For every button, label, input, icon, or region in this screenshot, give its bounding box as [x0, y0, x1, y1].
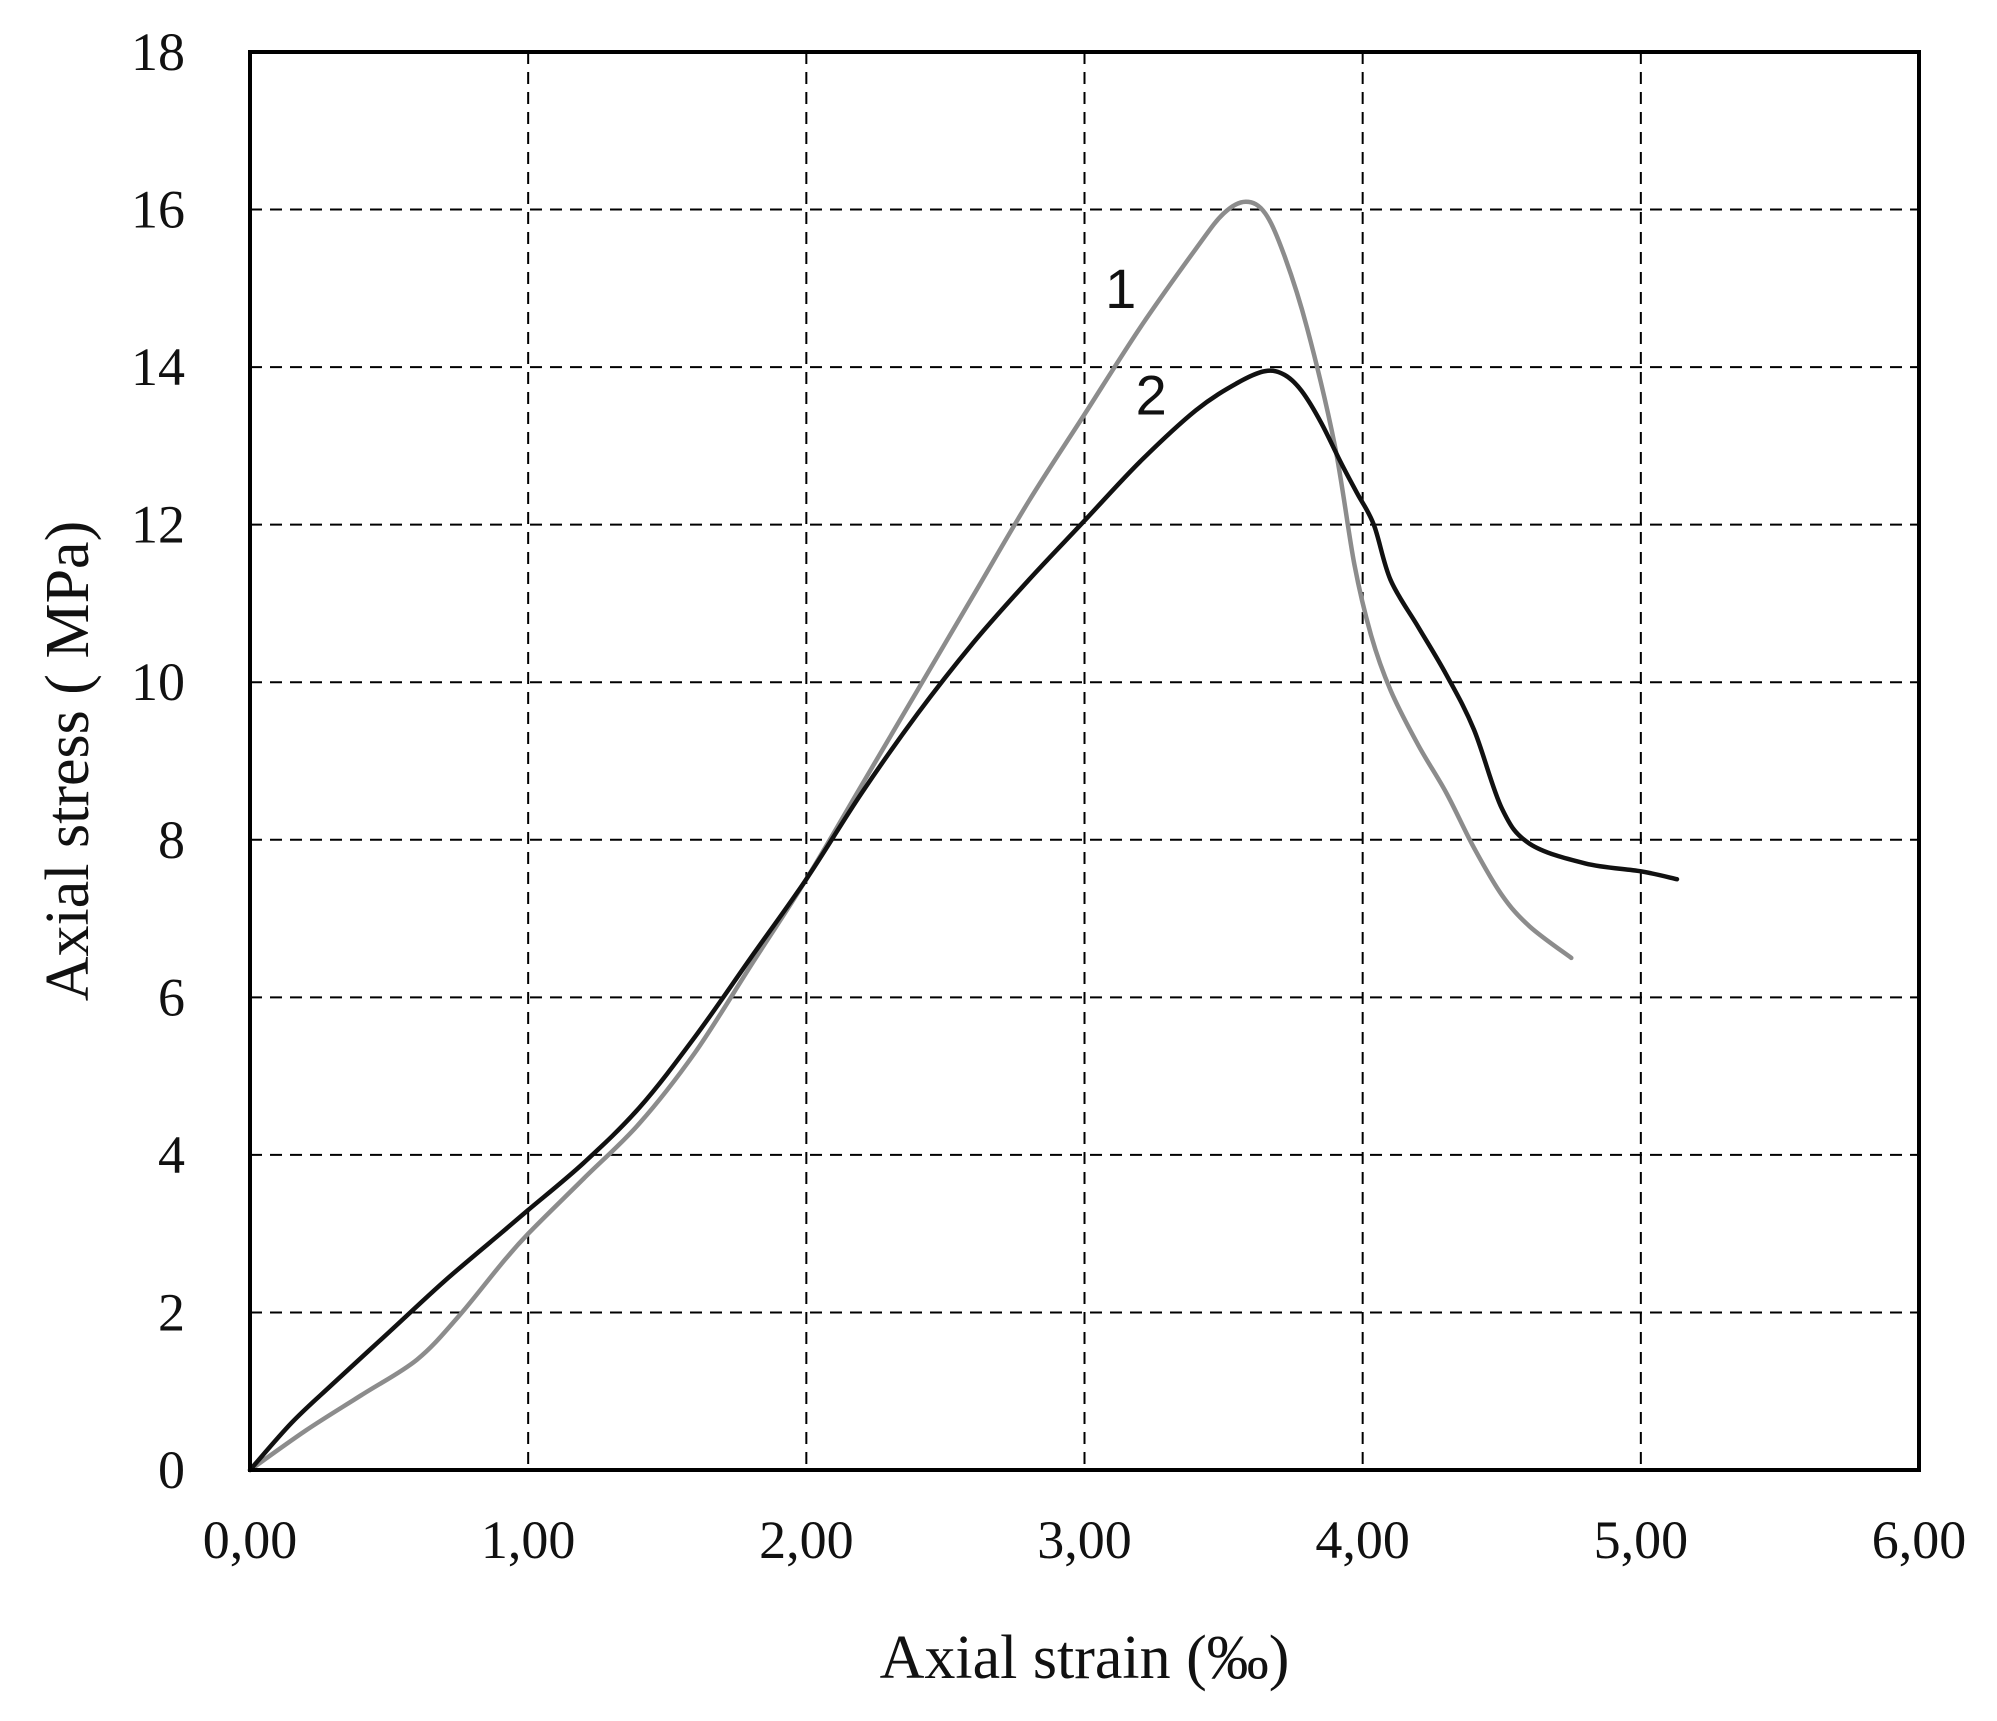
grid-lines — [250, 52, 1919, 1470]
y-axis-title: Axial stress ( MPa) — [34, 521, 102, 1001]
y-tick-label: 6 — [158, 967, 185, 1027]
x-tick-label: 4,00 — [1315, 1510, 1410, 1570]
y-tick-label: 16 — [131, 180, 185, 240]
y-tick-label: 18 — [131, 22, 185, 82]
series-labels: 12 — [1105, 257, 1167, 426]
x-tick-label: 1,00 — [481, 1510, 576, 1570]
x-tick-label: 0,00 — [203, 1510, 298, 1570]
y-tick-label: 0 — [158, 1440, 185, 1500]
series-lines — [247, 199, 1680, 1473]
y-tick-label: 12 — [131, 495, 185, 555]
x-tick-label: 2,00 — [759, 1510, 854, 1570]
series-2-label: 2 — [1136, 363, 1167, 426]
series-1-line — [247, 199, 1574, 1473]
series-2-line — [247, 368, 1680, 1473]
y-tick-label: 14 — [131, 337, 185, 397]
tick-labels: 0,00 1,00 2,00 3,00 4,00 5,00 6,00024681012141… — [131, 22, 1966, 1570]
y-tick-label: 2 — [158, 1282, 185, 1342]
y-tick-label: 8 — [158, 810, 185, 870]
y-tick-label: 4 — [158, 1125, 185, 1185]
series-1-label: 1 — [1105, 257, 1136, 320]
x-tick-label: 3,00 — [1037, 1510, 1132, 1570]
y-tick-label: 10 — [131, 652, 185, 712]
x-tick-label: 6,00 — [1872, 1510, 1967, 1570]
plot-area-frame — [248, 50, 1921, 1472]
x-tick-label: 5,00 — [1594, 1510, 1689, 1570]
x-axis-title: Axial strain (‰) — [880, 1624, 1290, 1692]
